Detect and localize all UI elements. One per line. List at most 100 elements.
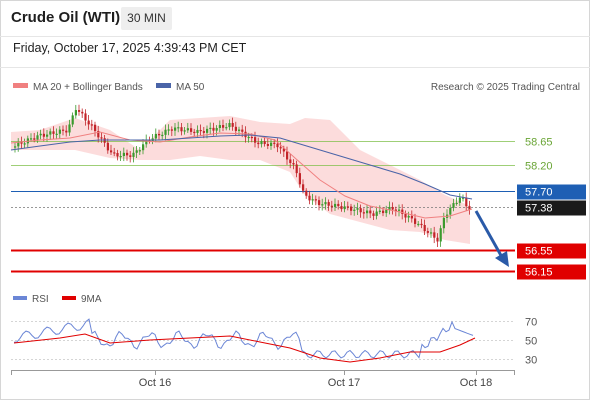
candle-body	[190, 128, 193, 132]
candle-body	[52, 131, 55, 134]
candle-body	[398, 209, 401, 211]
candle-body	[100, 137, 103, 139]
rsi-line	[13, 318, 474, 359]
rsi-ma-line	[13, 333, 476, 363]
candle-body	[410, 215, 413, 219]
candle-body	[97, 131, 100, 138]
chart-header: Crude Oil (WTI) 30 MIN	[0, 0, 590, 36]
candle-body	[161, 134, 164, 137]
candle-body	[71, 115, 74, 125]
candle-body	[138, 150, 141, 152]
candle-body	[359, 208, 362, 213]
candle-body	[318, 200, 321, 206]
candle-body	[452, 203, 455, 208]
candle-body	[106, 142, 109, 151]
candle-body	[314, 199, 317, 201]
candle-body	[247, 136, 250, 139]
candle-body	[113, 152, 116, 154]
candle-body	[14, 146, 17, 148]
candle-body	[180, 127, 183, 132]
candle-body	[385, 209, 388, 214]
candle-body	[426, 231, 429, 233]
candle-body	[279, 147, 282, 149]
candle-body	[276, 143, 279, 148]
support-label-bg-56-15	[517, 264, 586, 280]
rsi-tick-label-50: 50	[525, 336, 537, 348]
candle-body	[465, 197, 468, 207]
candle-body	[78, 110, 81, 112]
candle-body	[286, 151, 289, 160]
candle-body	[110, 150, 113, 153]
candle-body	[225, 127, 228, 129]
candle-body	[327, 202, 330, 206]
ma20-line	[10, 131, 473, 219]
candle-body	[414, 218, 417, 224]
candle-body	[46, 134, 49, 137]
candle-body	[420, 223, 423, 226]
candle-body	[167, 129, 170, 131]
rsi-legend-swatch	[13, 296, 27, 300]
candle-body	[33, 138, 36, 140]
candle-body	[391, 206, 394, 210]
candle-body	[257, 142, 260, 145]
candle-body	[116, 152, 119, 157]
candle-body	[30, 138, 33, 140]
instrument-title: Crude Oil (WTI)	[11, 9, 121, 26]
rsi-legend-label: RSI	[32, 294, 49, 305]
resistance-label-58-65: 58.65	[525, 137, 553, 149]
support-label-56-15: 56.15	[525, 267, 553, 279]
candle-body	[206, 128, 209, 133]
candle-body	[196, 129, 199, 133]
candle-body	[129, 155, 132, 157]
candle-body	[68, 124, 71, 133]
rsi-tick-label-30: 30	[525, 355, 537, 367]
support-label-bg-56-55	[517, 243, 586, 259]
rsi-tick-label-70: 70	[525, 317, 537, 329]
x-tick-label: Oct 17	[328, 377, 360, 389]
candle-body	[298, 173, 301, 185]
candle-body	[350, 206, 353, 211]
resistance-label-58-20: 58.20	[525, 161, 553, 173]
candle-body	[62, 129, 65, 131]
candle-body	[94, 124, 97, 132]
candle-body	[74, 110, 77, 116]
candle-body	[455, 202, 458, 205]
candle-body	[311, 199, 314, 201]
forecast-arrow-head	[495, 251, 509, 267]
candle-body	[58, 129, 61, 134]
candle-body	[212, 127, 215, 131]
candle-body	[183, 130, 186, 132]
x-tick-label: Oct 18	[460, 377, 492, 389]
candle-body	[20, 142, 23, 144]
candle-body	[254, 137, 257, 143]
candle-body	[266, 144, 269, 146]
candle-body	[142, 144, 145, 151]
candle-body	[135, 150, 138, 153]
candle-body	[289, 159, 292, 164]
candle-body	[218, 125, 221, 129]
candle-body	[343, 206, 346, 210]
timeframe-badge[interactable]: 30 MIN	[121, 7, 172, 30]
candle-body	[436, 237, 439, 242]
candle-body	[17, 142, 20, 147]
x-tick-label: Oct 16	[139, 377, 171, 389]
candle-body	[84, 113, 87, 121]
candle-body	[177, 127, 180, 129]
candle-body	[401, 209, 404, 214]
candle-body	[231, 122, 234, 127]
candle-body	[186, 128, 189, 131]
candle-body	[263, 141, 266, 145]
candle-body	[209, 127, 212, 130]
candle-body	[122, 152, 125, 157]
candle-body	[417, 223, 420, 226]
candle-body	[170, 129, 173, 131]
candle-body	[174, 127, 177, 131]
candle-body	[250, 136, 253, 139]
candle-body	[244, 131, 247, 138]
ma20-legend-label: MA 20 + Bollinger Bands	[33, 82, 143, 93]
candle-body	[394, 209, 397, 211]
candle-body	[442, 217, 445, 229]
candle-body	[215, 128, 218, 131]
candle-body	[305, 190, 308, 196]
candle-body	[260, 141, 263, 145]
